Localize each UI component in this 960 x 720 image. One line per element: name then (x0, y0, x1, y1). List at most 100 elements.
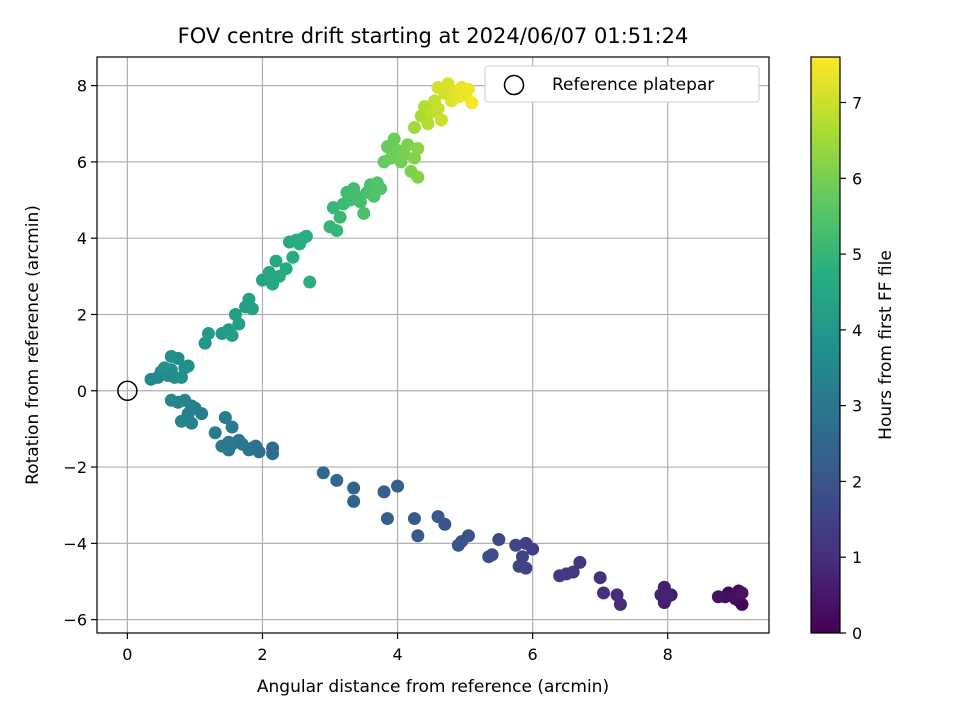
colorbar-tick-label: 6 (852, 169, 862, 188)
colorbar-tick-label: 3 (852, 397, 862, 416)
data-point (515, 550, 529, 564)
reference-marker-group (117, 380, 138, 402)
data-point (377, 485, 391, 499)
data-point (711, 590, 725, 604)
data-point (316, 466, 330, 480)
data-point (185, 416, 199, 430)
data-point (387, 132, 401, 146)
colorbar-tick-label: 2 (852, 472, 862, 491)
data-point (333, 210, 347, 224)
plot-frame (96, 56, 770, 634)
data-point (269, 254, 283, 268)
data-point (593, 571, 607, 585)
data-point (225, 420, 239, 434)
data-point (431, 101, 445, 115)
data-point (597, 586, 611, 600)
data-point (181, 359, 195, 373)
data-point (326, 201, 340, 215)
data-point (208, 426, 222, 440)
data-point (421, 117, 435, 131)
legend-box (484, 65, 760, 103)
data-point (553, 569, 567, 583)
data-point (299, 229, 313, 243)
data-point (279, 262, 293, 276)
y-tick-label: 8 (77, 77, 87, 96)
data-point (451, 538, 465, 552)
data-point (262, 266, 276, 280)
chart-title: FOV centre drift starting at 2024/06/07 … (178, 24, 689, 48)
data-point (391, 479, 405, 493)
colorbar-gradient (811, 57, 840, 633)
data-point (519, 536, 533, 550)
data-point (431, 510, 445, 524)
data-point (245, 302, 259, 316)
colorbar-tick-label: 5 (852, 245, 862, 264)
legend: Reference platepar (484, 65, 760, 103)
data-point (407, 512, 421, 526)
legend-entry-reference: Reference platepar (552, 75, 714, 95)
data-point (286, 250, 300, 264)
data-point (411, 529, 425, 543)
colorbar: 0 1 2 3 4 5 6 7 Hours from first FF file (810, 56, 896, 643)
data-point (573, 555, 587, 569)
colorbar-tick-label: 7 (852, 93, 862, 112)
colorbar-tick-label: 1 (852, 548, 862, 567)
x-axis-label: Angular distance from reference (arcmin) (257, 677, 609, 697)
data-point (347, 494, 361, 508)
y-tick-label: 6 (77, 153, 87, 172)
data-point (401, 138, 415, 152)
colorbar-label: Hours from first FF file (876, 250, 896, 440)
data-point (380, 512, 394, 526)
data-point (509, 538, 523, 552)
y-tick-label: 2 (77, 305, 87, 324)
data-point (158, 361, 172, 375)
y-tick-label: −2 (63, 458, 87, 477)
y-axis-ticks: −6 −4 −2 0 2 4 6 8 (63, 77, 97, 630)
y-tick-label: −6 (63, 611, 87, 630)
data-point (303, 275, 317, 289)
reference-platepar-marker (117, 380, 138, 402)
data-point (330, 473, 344, 487)
colorbar-ticks: 0 1 2 3 4 5 6 7 (840, 93, 862, 643)
x-tick-label: 0 (122, 645, 132, 664)
y-axis-label: Rotation from reference (arcmin) (23, 205, 43, 485)
x-tick-label: 8 (663, 645, 673, 664)
data-points (144, 77, 749, 611)
data-point (174, 414, 188, 428)
x-tick-label: 4 (392, 645, 402, 664)
data-point (407, 121, 421, 135)
data-point (215, 439, 229, 453)
colorbar-tick-label: 0 (852, 624, 862, 643)
x-tick-label: 6 (528, 645, 538, 664)
y-tick-label: −4 (63, 534, 87, 553)
data-point (411, 142, 425, 156)
data-point (347, 481, 361, 495)
data-point (330, 224, 344, 238)
data-point (374, 182, 388, 196)
x-tick-label: 2 (257, 645, 267, 664)
x-axis-ticks: 0 2 4 6 8 (122, 633, 673, 664)
data-point (610, 588, 624, 602)
data-point (228, 307, 242, 321)
data-point (225, 328, 239, 342)
data-point (164, 349, 178, 363)
data-point (218, 410, 232, 424)
colorbar-tick-label: 4 (852, 321, 862, 340)
y-tick-label: 4 (77, 229, 87, 248)
data-point (434, 113, 448, 127)
data-point (353, 195, 367, 209)
data-point (357, 206, 371, 220)
data-point (492, 533, 506, 547)
data-point (431, 81, 445, 95)
data-point (266, 447, 280, 461)
y-tick-label: 0 (77, 382, 87, 401)
data-point (201, 327, 215, 341)
data-point (164, 393, 178, 407)
data-point (482, 550, 496, 564)
data-point (465, 96, 479, 110)
data-point (461, 82, 475, 96)
data-point (661, 590, 675, 604)
legend-reference-marker (503, 74, 525, 96)
